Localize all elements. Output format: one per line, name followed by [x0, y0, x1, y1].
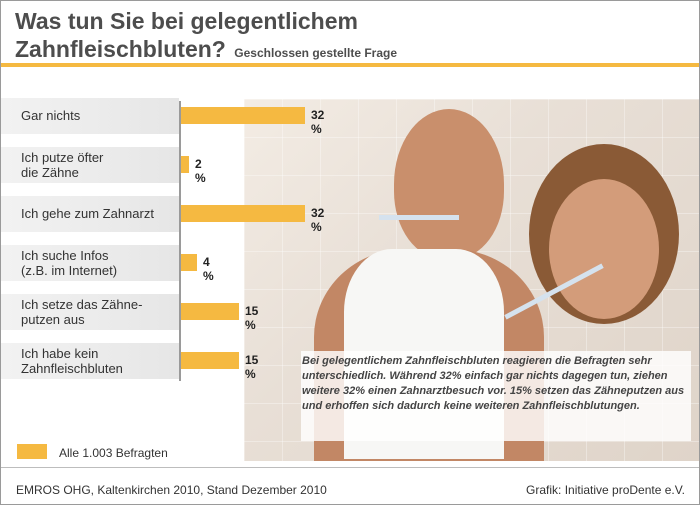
man-face: [394, 109, 504, 259]
category-label-box: Ich putze öfter die Zähne: [1, 147, 179, 183]
bar: [181, 107, 305, 124]
bar: [181, 156, 189, 173]
bar: [181, 205, 305, 222]
legend-label: Alle 1.003 Befragten: [59, 446, 168, 460]
woman-face: [549, 179, 659, 319]
bar: [181, 254, 197, 271]
category-label: Ich suche Infos: [21, 248, 109, 263]
bar-value-label: 32 %: [311, 206, 325, 234]
chart-caption: Bei gelegentlichem Zahnfleischbluten rea…: [302, 355, 685, 412]
category-label: Gar nichts: [21, 108, 81, 123]
category-label: Ich setze das Zähne-: [21, 297, 143, 312]
category-label-box: Ich suche Infos (z.B. im Internet): [1, 245, 179, 281]
title-line-1: Was tun Sie bei gelegentlichem: [15, 8, 358, 34]
chart-title: Was tun Sie bei gelegentlichem Zahnfleis…: [15, 7, 695, 63]
category-label: (z.B. im Internet): [21, 263, 118, 278]
chart-subtitle: Geschlossen gestellte Frage: [234, 46, 398, 60]
source-note: EMROS OHG, Kaltenkirchen 2010, Stand Dez…: [16, 483, 327, 497]
category-label: putzen aus: [21, 312, 85, 327]
bar: [181, 352, 239, 369]
caption-backdrop: [301, 351, 691, 441]
category-label-box: Gar nichts: [1, 98, 179, 134]
bar-value-label: 4 %: [203, 255, 214, 283]
category-label: Ich habe kein: [21, 346, 99, 361]
category-label: Ich putze öfter: [21, 150, 104, 165]
category-label: die Zähne: [21, 165, 79, 180]
category-label-box: Ich setze das Zähne-putzen aus: [1, 294, 179, 330]
bar-value-label: 32 %: [311, 108, 325, 136]
footer-divider: [1, 467, 699, 468]
bar-value-label: 2 %: [195, 157, 206, 185]
title-line-2: Zahnfleischbluten?: [15, 36, 226, 62]
bar: [181, 303, 239, 320]
chart-axis: [179, 101, 181, 381]
bar-value-label: 15 %: [245, 353, 259, 381]
category-label: Ich gehe zum Zahnarzt: [21, 206, 154, 221]
legend-swatch: [17, 444, 47, 459]
bar-value-label: 15 %: [245, 304, 259, 332]
title-divider: [1, 63, 699, 67]
category-label-box: Ich gehe zum Zahnarzt: [1, 196, 179, 232]
credit-note: Grafik: Initiative proDente e.V.: [526, 483, 685, 497]
category-label-box: Ich habe kein Zahnfleischbluten: [1, 343, 179, 379]
category-label: Zahnfleischbluten: [21, 361, 123, 376]
toothbrush-man: [379, 215, 459, 220]
